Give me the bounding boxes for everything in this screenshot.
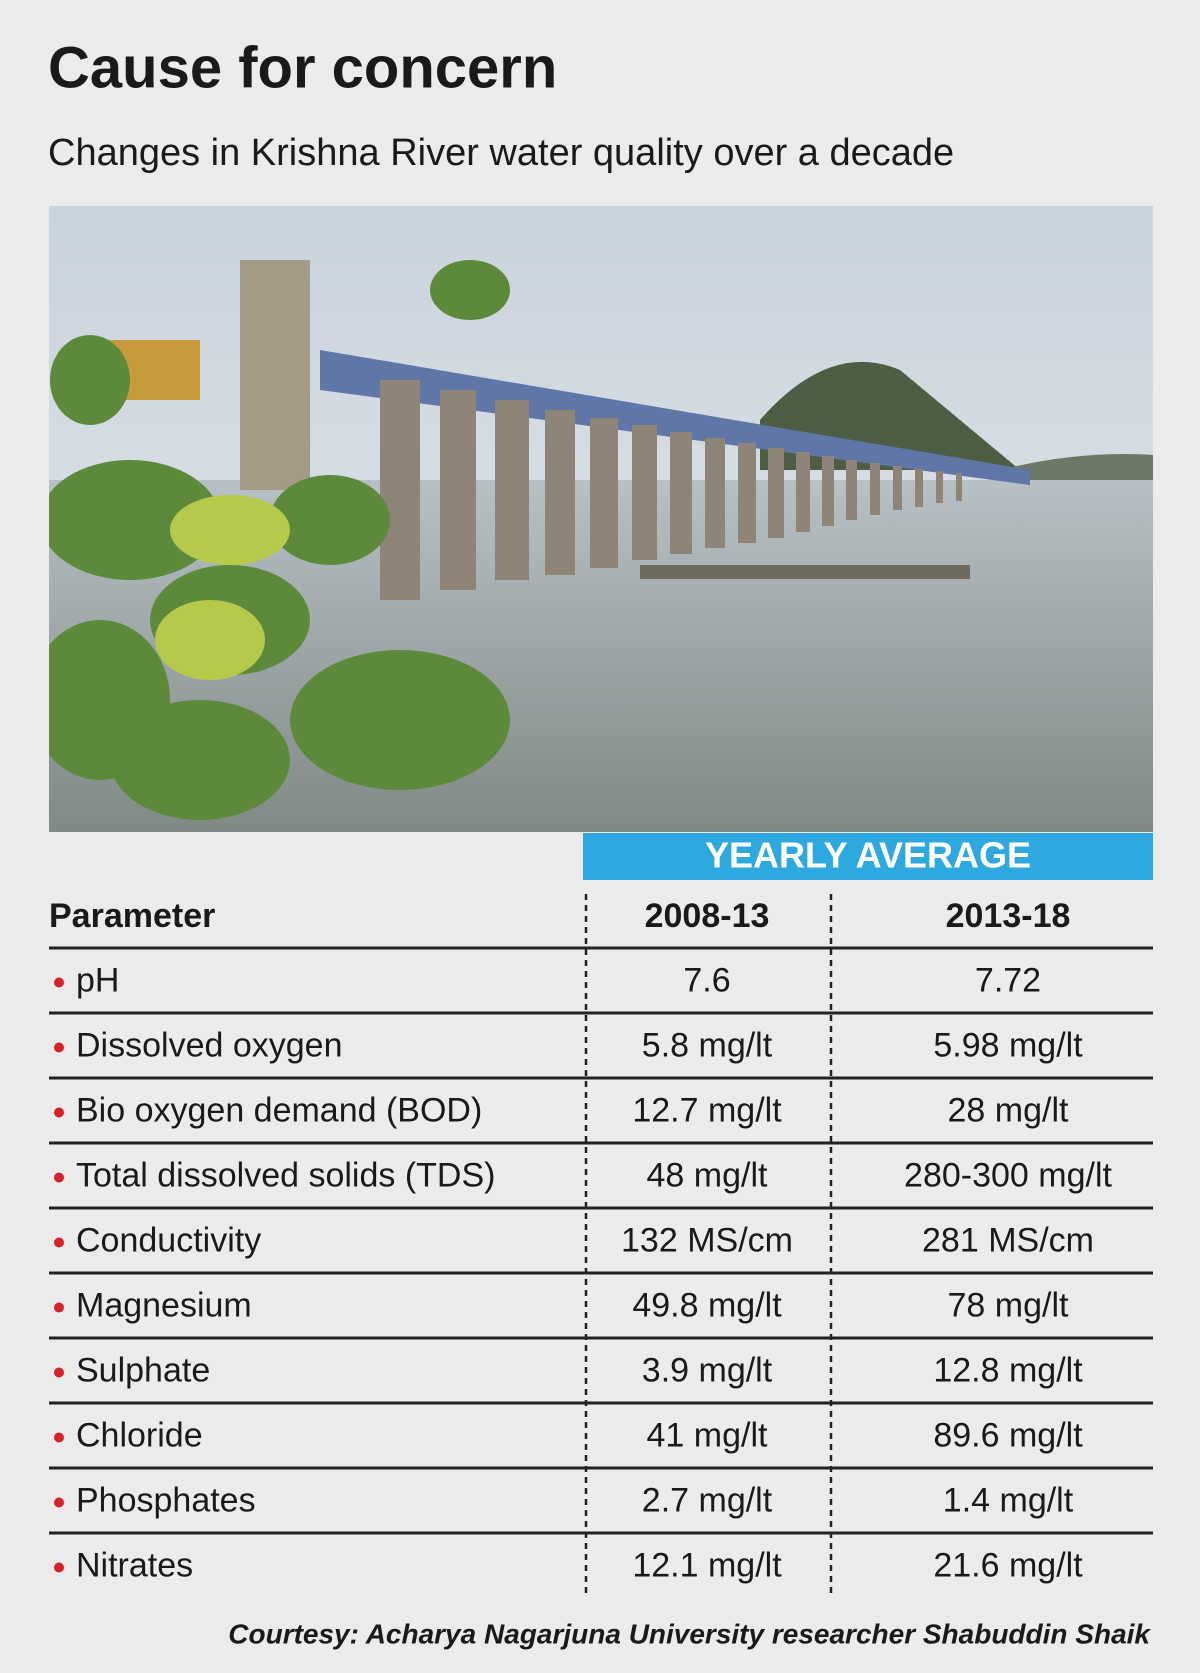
value-cell: 281 MS/cm	[922, 1221, 1094, 1259]
bullet	[54, 1237, 64, 1248]
photo	[49, 206, 1153, 832]
value-cell: 78 mg/lt	[948, 1286, 1069, 1324]
value-cell: 3.9 mg/lt	[642, 1351, 773, 1389]
group-header: YEARLY AVERAGE	[705, 835, 1031, 876]
value-cell: 5.8 mg/lt	[642, 1026, 773, 1064]
parameter-name: pH	[76, 961, 119, 999]
value-cell: 21.6 mg/lt	[933, 1546, 1083, 1584]
parameter-name: Total dissolved solids (TDS)	[76, 1156, 495, 1194]
bullet	[54, 1302, 64, 1313]
parameter-name: Conductivity	[76, 1221, 261, 1259]
subtitle: Changes in Krishna River water quality o…	[48, 132, 954, 174]
bullet	[54, 977, 64, 988]
parameter-name: Dissolved oxygen	[76, 1026, 342, 1064]
value-cell: 5.98 mg/lt	[933, 1026, 1083, 1064]
value-cell: 280-300 mg/lt	[904, 1156, 1112, 1194]
column-header: 2013-18	[946, 897, 1071, 935]
group-header-band	[583, 833, 1153, 880]
value-cell: 48 mg/lt	[647, 1156, 768, 1194]
parameter-name: Chloride	[76, 1416, 203, 1454]
table: Parameter 2008-13 2013-18 pH 7.6 7.72 Dissolve…	[49, 894, 1153, 1598]
value-cell: 7.72	[975, 961, 1041, 999]
parameter-name: Nitrates	[76, 1546, 193, 1584]
bullet	[54, 1042, 64, 1053]
value-cell: 89.6 mg/lt	[933, 1416, 1083, 1454]
parameter-name: Sulphate	[76, 1351, 210, 1389]
column-header: 2008-13	[645, 897, 770, 935]
value-cell: 7.6	[683, 961, 730, 999]
bullet	[54, 1107, 64, 1118]
title: Cause for concern	[48, 35, 557, 100]
bullet	[54, 1562, 64, 1573]
parameter-name: Phosphates	[76, 1481, 256, 1519]
parameter-name: Magnesium	[76, 1286, 252, 1324]
bullet	[54, 1172, 64, 1183]
value-cell: 41 mg/lt	[647, 1416, 768, 1454]
column-header: Parameter	[49, 897, 215, 935]
value-cell: 12.1 mg/lt	[632, 1546, 782, 1584]
value-cell: 132 MS/cm	[621, 1221, 793, 1259]
value-cell: 28 mg/lt	[948, 1091, 1069, 1129]
courtesy: Courtesy: Acharya Nagarjuna University r…	[228, 1618, 1151, 1649]
parameter-name: Bio oxygen demand (BOD)	[76, 1091, 482, 1129]
value-cell: 2.7 mg/lt	[642, 1481, 773, 1519]
bullet	[54, 1497, 64, 1508]
value-cell: 12.7 mg/lt	[632, 1091, 782, 1129]
value-cell: 49.8 mg/lt	[632, 1286, 782, 1324]
bullet	[54, 1367, 64, 1378]
bullet	[54, 1432, 64, 1443]
value-cell: 12.8 mg/lt	[933, 1351, 1083, 1389]
value-cell: 1.4 mg/lt	[943, 1481, 1074, 1519]
